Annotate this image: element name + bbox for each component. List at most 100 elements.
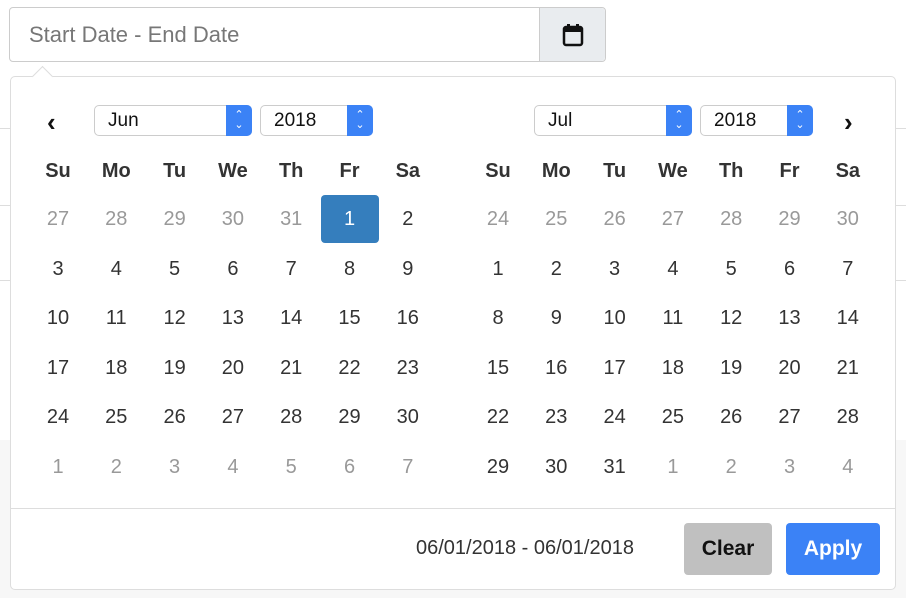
left-calendar-day[interactable]: 30: [221, 208, 245, 230]
right-calendar-day[interactable]: 7: [842, 257, 854, 280]
apply-button[interactable]: Apply: [786, 523, 880, 575]
right-calendar-day[interactable]: 21: [836, 356, 859, 379]
right-calendar-day[interactable]: 27: [661, 208, 685, 230]
right-calendar-day[interactable]: 28: [836, 406, 859, 428]
right-calendar-day[interactable]: 15: [486, 356, 510, 379]
left-calendar-day[interactable]: 23: [396, 356, 419, 379]
right-calendar-day[interactable]: 17: [603, 356, 626, 379]
left-calendar-day[interactable]: 4: [227, 455, 239, 478]
left-calendar-day[interactable]: 8: [343, 257, 356, 280]
prev-month-button[interactable]: ‹: [47, 107, 56, 137]
left-calendar-day[interactable]: 28: [105, 208, 128, 230]
left-calendar-day[interactable]: 15: [338, 307, 361, 329]
left-calendar-day[interactable]: 3: [52, 257, 64, 280]
right-calendar-day[interactable]: 4: [842, 455, 854, 478]
right-calendar-day[interactable]: 8: [492, 307, 504, 329]
left-calendar-day[interactable]: 7: [402, 455, 414, 478]
calendar-icon: [562, 23, 583, 46]
left-calendar-day[interactable]: 18: [105, 356, 128, 379]
right-calendar-day[interactable]: 25: [661, 406, 685, 428]
left-calendar-day[interactable]: 17: [46, 356, 70, 379]
left-calendar-day[interactable]: 10: [46, 307, 70, 329]
right-calendar-day[interactable]: 19: [720, 356, 743, 379]
left-calendar-day[interactable]: 29: [163, 208, 186, 230]
right-calendar-day[interactable]: 24: [486, 208, 510, 230]
right-calendar-day[interactable]: 31: [603, 455, 626, 478]
left-calendar-day[interactable]: 19: [163, 356, 186, 379]
left-calendar-day[interactable]: 22: [338, 356, 361, 379]
right-year-select[interactable]: 2018 ⌃ ⌄: [700, 105, 813, 136]
left-calendar-day[interactable]: 27: [221, 406, 245, 428]
left-calendar-day[interactable]: 27: [46, 208, 70, 230]
left-calendar-day[interactable]: 2: [110, 455, 122, 478]
right-calendar-day[interactable]: 11: [662, 307, 684, 329]
left-calendar-day[interactable]: 5: [285, 455, 297, 478]
weekday-header: We: [658, 160, 688, 182]
right-calendar-day[interactable]: 26: [720, 406, 743, 428]
right-calendar-day[interactable]: 1: [492, 257, 504, 280]
left-calendar-day[interactable]: 28: [280, 406, 303, 428]
left-calendar-day[interactable]: 14: [280, 307, 303, 329]
left-month-select[interactable]: Jun ⌃ ⌄: [94, 105, 252, 136]
right-calendar-day[interactable]: 10: [603, 307, 626, 329]
right-calendar-day[interactable]: 9: [550, 307, 562, 329]
right-calendar-day[interactable]: 12: [720, 307, 743, 329]
right-calendar-day[interactable]: 2: [725, 455, 737, 478]
right-calendar-day[interactable]: 1: [667, 455, 679, 478]
right-calendar-day[interactable]: 18: [661, 356, 685, 379]
right-calendar-day[interactable]: 2: [550, 257, 562, 280]
right-calendar-day[interactable]: 24: [603, 406, 626, 428]
right-calendar-day[interactable]: 4: [667, 257, 679, 280]
left-calendar-day[interactable]: 4: [110, 257, 122, 280]
left-month-value: Jun: [108, 110, 139, 131]
right-calendar-day[interactable]: 3: [783, 455, 796, 478]
left-calendar-day[interactable]: 1: [320, 195, 379, 243]
right-calendar-day[interactable]: 22: [486, 406, 510, 428]
right-calendar-day[interactable]: 27: [778, 406, 801, 428]
popup-arrow: [31, 65, 54, 88]
right-calendar-day[interactable]: 30: [836, 208, 859, 230]
left-calendar-day[interactable]: 3: [169, 455, 181, 478]
left-calendar-day[interactable]: 6: [227, 257, 239, 280]
select-spinner-icon: ⌃ ⌄: [226, 105, 252, 136]
left-calendar-day[interactable]: 12: [163, 307, 186, 329]
right-calendar-day[interactable]: 26: [603, 208, 626, 230]
right-calendar-day[interactable]: 23: [545, 406, 568, 428]
left-year-select[interactable]: 2018 ⌃ ⌄: [260, 105, 373, 136]
left-calendar-day[interactable]: 25: [105, 406, 128, 428]
left-calendar-day[interactable]: 21: [280, 356, 303, 379]
left-calendar-day[interactable]: 20: [221, 356, 245, 379]
right-calendar-day[interactable]: 3: [609, 257, 621, 280]
right-calendar-day[interactable]: 13: [778, 307, 801, 329]
left-calendar-day[interactable]: 16: [396, 307, 419, 329]
left-calendar-day[interactable]: 6: [343, 455, 356, 478]
calendar-button[interactable]: [539, 8, 605, 61]
left-calendar-day[interactable]: 29: [338, 406, 361, 428]
left-calendar-day[interactable]: 11: [105, 307, 127, 329]
right-calendar-day[interactable]: 25: [545, 208, 568, 230]
right-calendar-day[interactable]: 5: [725, 257, 737, 280]
right-calendar-day[interactable]: 6: [783, 257, 796, 280]
right-month-value: Jul: [548, 110, 573, 131]
left-calendar-day[interactable]: 26: [163, 406, 186, 428]
clear-button[interactable]: Clear: [684, 523, 772, 575]
left-calendar-day[interactable]: 24: [46, 406, 70, 428]
right-calendar-day[interactable]: 14: [836, 307, 859, 329]
right-month-select[interactable]: Jul ⌃ ⌄: [534, 105, 692, 136]
right-calendar-day[interactable]: 29: [486, 455, 510, 478]
right-calendar-day[interactable]: 16: [545, 356, 568, 379]
left-calendar-day[interactable]: 5: [169, 257, 181, 280]
left-calendar-day[interactable]: 1: [52, 455, 64, 478]
left-calendar-day[interactable]: 30: [396, 406, 419, 428]
left-calendar-day[interactable]: 9: [402, 257, 414, 280]
left-calendar-day[interactable]: 31: [280, 208, 303, 230]
date-range-input[interactable]: [10, 8, 539, 61]
left-calendar-day[interactable]: 2: [402, 208, 414, 230]
right-calendar-day[interactable]: 28: [720, 208, 743, 230]
right-calendar-day[interactable]: 20: [778, 356, 801, 379]
next-month-button[interactable]: ›: [844, 107, 853, 137]
right-calendar-day[interactable]: 30: [545, 455, 568, 478]
left-calendar-day[interactable]: 7: [285, 257, 297, 280]
right-calendar-day[interactable]: 29: [778, 208, 801, 230]
left-calendar-day[interactable]: 13: [221, 307, 245, 329]
